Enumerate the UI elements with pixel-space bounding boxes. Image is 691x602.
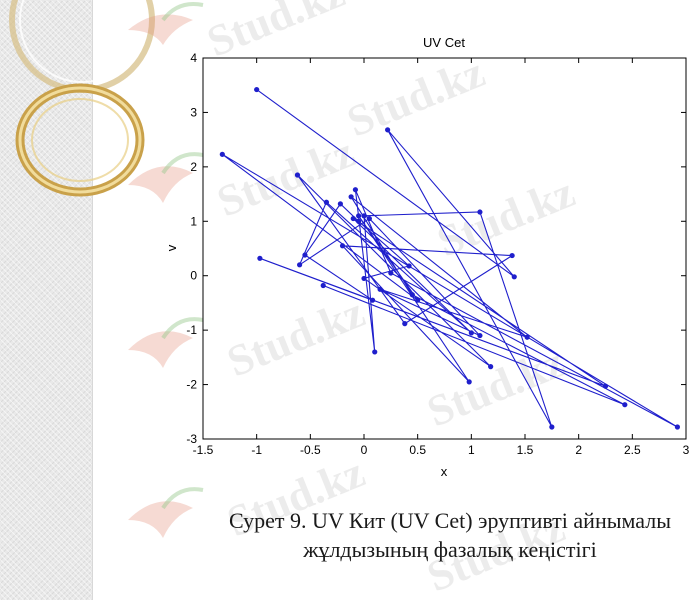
data-point xyxy=(361,213,367,219)
data-point xyxy=(337,201,343,207)
data-point xyxy=(385,127,391,133)
x-tick-label: 0.5 xyxy=(409,443,426,457)
data-point xyxy=(674,424,681,430)
data-point xyxy=(294,172,301,178)
y-axis-label: v xyxy=(164,244,179,251)
x-axis-ticks: -1.5 -1 -0.5 0 0.5 1 1.5 2 2.5 3 xyxy=(193,58,690,457)
data-point xyxy=(302,252,308,258)
x-tick-label: 3 xyxy=(683,443,690,457)
watermark-bird-icon xyxy=(128,152,204,203)
data-point xyxy=(406,263,412,269)
plot-frame xyxy=(202,57,687,440)
data-point xyxy=(320,282,326,289)
data-point xyxy=(356,213,362,219)
phase-space-chart: UV Cet x v -1.5 -1 -0.5 0 0.5 1 1.5 2 2.5 3 -3-2-… xyxy=(164,35,690,479)
watermark-bird-icon xyxy=(128,2,204,45)
decorative-rings xyxy=(9,0,155,197)
data-point xyxy=(409,292,415,298)
x-tick-label: 1.5 xyxy=(517,443,534,457)
data-point xyxy=(549,424,555,430)
data-point xyxy=(622,402,628,408)
data-point xyxy=(352,187,359,193)
y-tick-label: -1 xyxy=(186,323,197,337)
data-point xyxy=(323,199,330,205)
y-tick-label: 2 xyxy=(190,160,197,174)
data-point xyxy=(377,286,383,292)
y-tick-label: -3 xyxy=(186,432,197,446)
x-tick-label: 0 xyxy=(361,443,368,457)
data-point xyxy=(468,330,474,336)
y-tick-label: 3 xyxy=(190,105,197,119)
x-tick-label: -1.5 xyxy=(193,443,214,457)
x-tick-label: 2.5 xyxy=(624,443,641,457)
y-tick-label: 4 xyxy=(190,51,197,65)
y-axis-ticks: -3 -2 -1 0 1 2 3 4 xyxy=(186,51,686,446)
data-point xyxy=(372,349,378,355)
y-tick-label: 1 xyxy=(190,214,197,228)
data-point xyxy=(466,379,472,385)
data-point xyxy=(219,151,225,157)
data-point xyxy=(602,383,609,389)
x-tick-label: 1 xyxy=(468,443,475,457)
data-point xyxy=(356,218,362,224)
data-point xyxy=(524,334,530,340)
figure-caption: Сурет 9. UV Кит (UV Cet) эруптивті айным… xyxy=(200,506,691,564)
watermark-bird-icon xyxy=(128,317,204,368)
x-tick-label: 2 xyxy=(575,443,582,457)
caption-line-1: Сурет 9. UV Кит (UV Cet) эруптивті айным… xyxy=(229,508,671,533)
data-point xyxy=(488,364,494,370)
data-point xyxy=(369,297,376,303)
x-tick-label: -1 xyxy=(251,443,262,457)
data-point xyxy=(348,194,354,200)
data-point xyxy=(339,243,346,249)
data-point xyxy=(402,321,408,327)
data-point xyxy=(511,274,517,280)
series-uv-cet xyxy=(219,86,681,430)
data-point xyxy=(415,297,421,303)
data-point xyxy=(477,332,483,339)
y-tick-label: -2 xyxy=(186,378,197,392)
watermark-bird-icon xyxy=(128,487,204,538)
chart-title: UV Cet xyxy=(423,35,465,50)
data-point xyxy=(350,215,356,222)
data-point xyxy=(509,252,515,259)
x-tick-label: -0.5 xyxy=(300,443,321,457)
series-line xyxy=(221,89,678,428)
data-point xyxy=(477,209,483,215)
data-point xyxy=(361,275,367,282)
data-point xyxy=(366,215,372,222)
data-point xyxy=(254,86,260,93)
data-point xyxy=(257,255,263,261)
y-tick-label: 0 xyxy=(190,269,197,283)
data-point xyxy=(297,262,303,268)
x-axis-label: x xyxy=(441,464,448,479)
data-point xyxy=(388,270,394,276)
caption-line-2: жұлдызының фазалық кеңістігі xyxy=(303,537,597,562)
